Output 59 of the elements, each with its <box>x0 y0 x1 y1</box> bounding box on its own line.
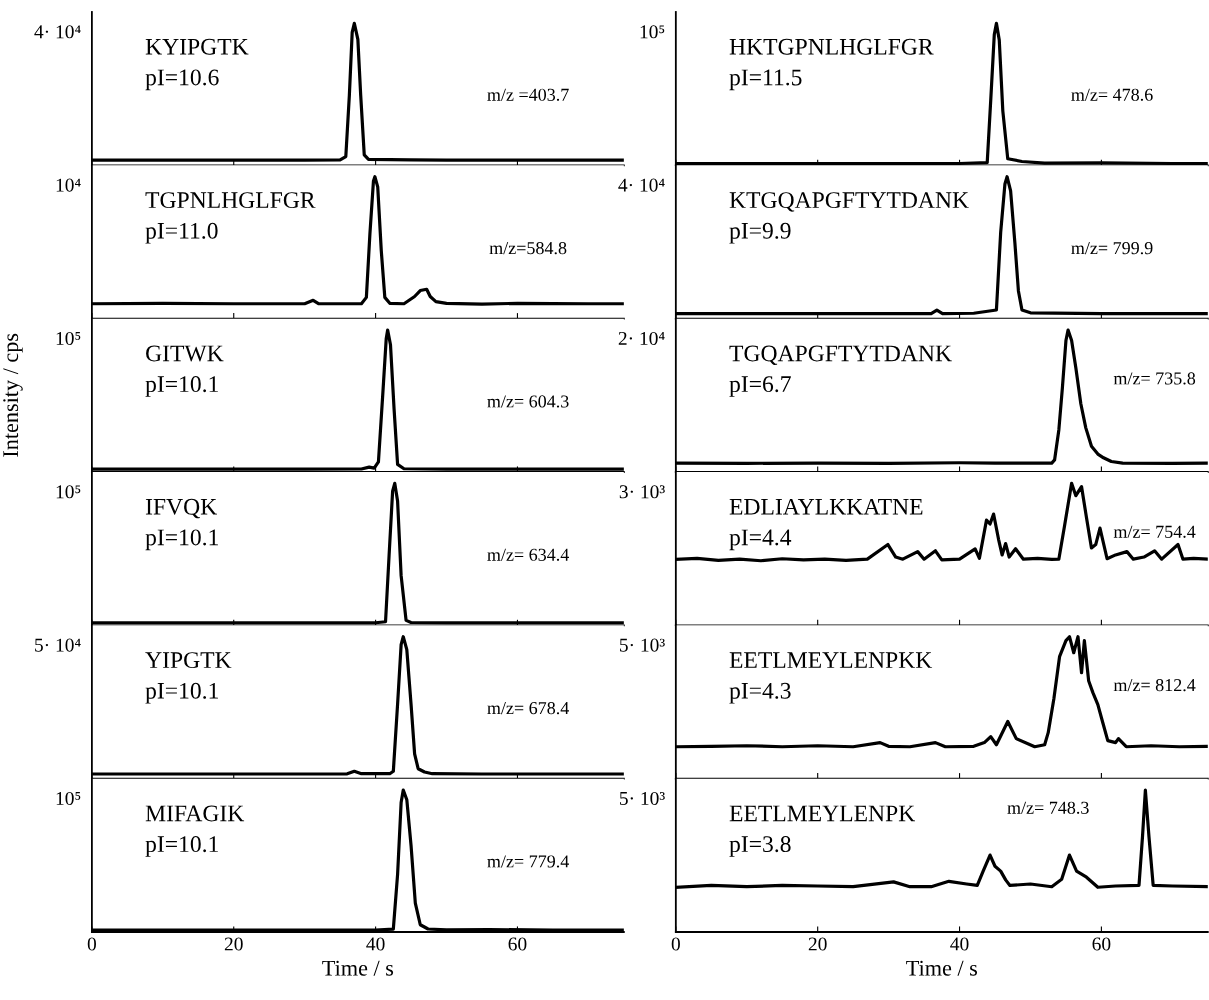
annotation: m/z=584.8 <box>489 242 567 255</box>
annotation: pI=10.1 <box>145 376 218 397</box>
annotation: pI=10.1 <box>145 682 218 704</box>
annotation: m/z= 735.8 <box>1113 372 1196 385</box>
annotation: m/z= 812.4 <box>1113 679 1196 692</box>
annotation: pI=10.6 <box>145 69 219 91</box>
annotation: 2· 10⁴ <box>618 331 665 345</box>
annotation: m/z= 754.4 <box>1113 525 1196 538</box>
annotation: m/z= 604.3 <box>487 395 569 408</box>
annotation: m/z= 748.3 <box>1007 801 1089 814</box>
x-tick-label: 0 <box>671 937 680 951</box>
annotation: 4· 10⁴ <box>618 178 665 192</box>
y-axis-title: Intensity / cps <box>3 333 23 457</box>
annotation: m/z= 799.9 <box>1071 242 1153 255</box>
annotation: pI=6.7 <box>729 376 791 397</box>
x-tick-label: 60 <box>1092 937 1111 951</box>
annotation: pI=10.1 <box>145 836 218 857</box>
annotation: 5· 10³ <box>619 638 665 652</box>
x-tick-label: 40 <box>950 937 969 951</box>
annotation: EETLMEYLENPK <box>729 805 916 822</box>
annotation: 3· 10³ <box>619 485 665 499</box>
annotation: EETLMEYLENPKK <box>729 652 933 668</box>
x-axis-title: Time / s <box>906 960 978 976</box>
annotation: GITWK <box>146 345 224 362</box>
annotation: pI=10.1 <box>145 529 218 551</box>
x-tick-label: 40 <box>366 937 385 951</box>
annotation: HKTGPNLHGLFGR <box>729 38 934 55</box>
annotation: pI=11.5 <box>729 69 802 91</box>
annotation: m/z= 478.6 <box>1071 88 1153 101</box>
text: 10⁵ <box>56 331 81 345</box>
annotation: m/z= 779.4 <box>487 855 570 868</box>
x-tick-label: 60 <box>508 937 527 951</box>
annotation: EDLIAYLKKATNE <box>729 498 923 515</box>
text: 10⁵ <box>56 791 81 805</box>
text: 10⁵ <box>640 25 665 39</box>
x-tick-label: 20 <box>224 937 243 951</box>
text: 4· 10⁴ <box>34 25 81 39</box>
annotation: IFVQK <box>145 498 217 519</box>
annotation: KYIPGTK <box>145 38 249 55</box>
annotation: m/z =403.7 <box>487 88 569 101</box>
x-axis-title: Time / s <box>322 960 394 976</box>
x-tick-label: 20 <box>808 937 827 951</box>
annotation: 5· 10³ <box>619 791 665 805</box>
annotation: pI=4.4 <box>729 529 792 551</box>
annotation: pI=3.8 <box>729 836 791 857</box>
text: 10⁴ <box>56 178 81 192</box>
annotation: m/z= 678.4 <box>487 702 570 715</box>
annotation: MIFAGIK <box>145 805 245 822</box>
annotation: TGPNLHGLFGR <box>145 192 316 209</box>
annotation: TGQAPGFTYTDANK <box>729 345 952 365</box>
text: 5· 10⁴ <box>35 638 81 652</box>
annotation: YIPGTK <box>145 652 232 669</box>
annotation: KTGQAPGFTYTDANK <box>729 192 969 212</box>
annotation: pI=9.9 <box>729 222 791 244</box>
text: 10⁵ <box>56 485 81 499</box>
annotation: m/z= 634.4 <box>487 548 570 561</box>
annotation: pI=11.0 <box>145 222 218 244</box>
annotation: pI=4.3 <box>729 682 791 704</box>
x-tick-label: 0 <box>87 937 96 951</box>
